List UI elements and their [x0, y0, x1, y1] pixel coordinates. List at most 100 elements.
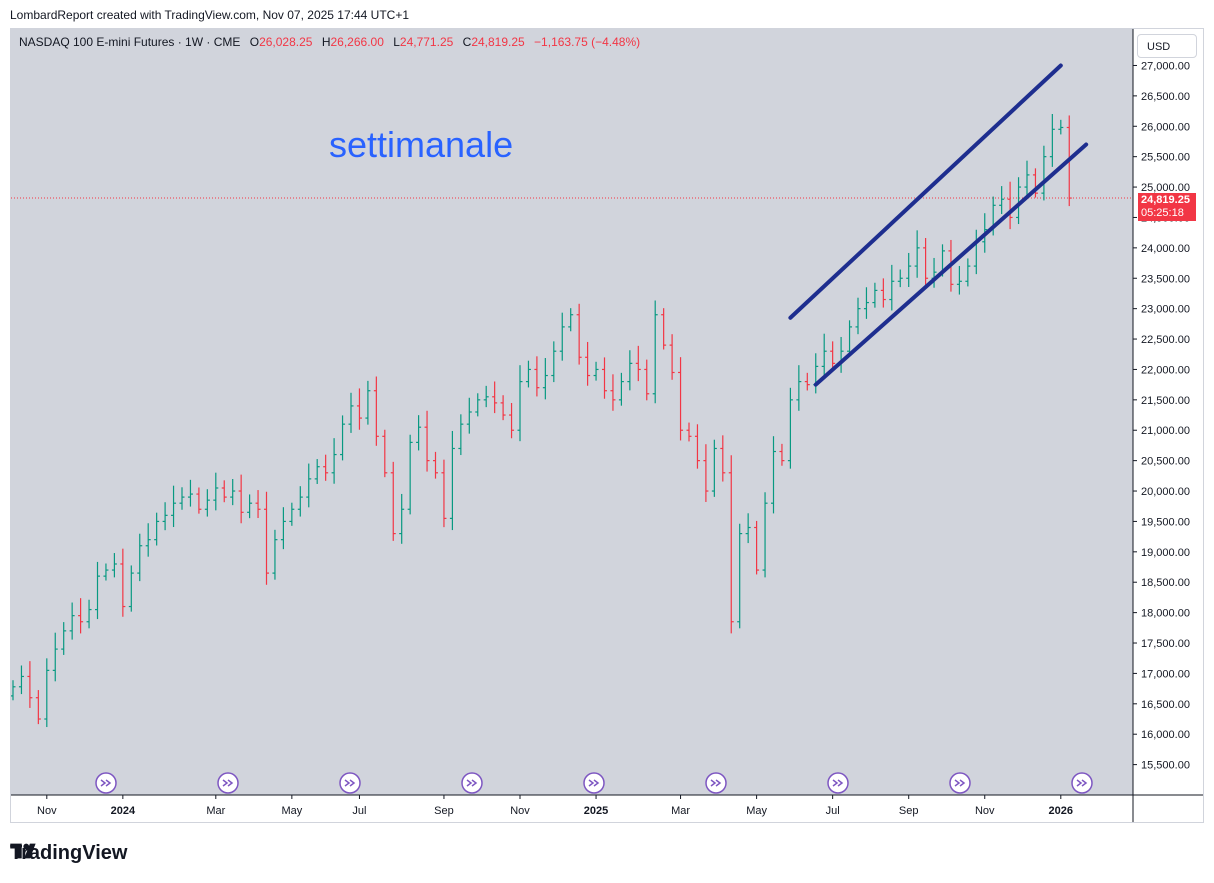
ohlc-bar[interactable]	[365, 380, 371, 425]
ohlc-bar[interactable]	[44, 658, 50, 728]
ohlc-bar[interactable]	[407, 434, 413, 515]
ohlc-bar[interactable]	[652, 300, 658, 404]
ohlc-bar[interactable]	[576, 303, 582, 365]
ohlc-bar[interactable]	[272, 529, 278, 580]
ohlc-bar[interactable]	[492, 381, 498, 414]
ohlc-bar[interactable]	[247, 494, 253, 519]
ohlc-bar[interactable]	[111, 553, 117, 578]
channel-lower-line[interactable]	[813, 142, 1089, 387]
ohlc-bar[interactable]	[1058, 119, 1064, 135]
ohlc-bar[interactable]	[796, 365, 802, 411]
event-marker-icon[interactable]	[461, 772, 483, 794]
ohlc-bar[interactable]	[669, 334, 675, 380]
ohlc-bar[interactable]	[356, 388, 362, 430]
ohlc-bar[interactable]	[720, 435, 726, 482]
event-marker-icon[interactable]	[705, 772, 727, 794]
ohlc-bar[interactable]	[323, 454, 329, 481]
ohlc-bar[interactable]	[162, 502, 168, 531]
ohlc-bar[interactable]	[128, 565, 134, 612]
tradingview-brand[interactable]: TradingView	[10, 842, 127, 865]
ohlc-bar[interactable]	[348, 392, 354, 433]
ohlc-bar[interactable]	[551, 341, 557, 383]
ohlc-bar[interactable]	[441, 459, 447, 528]
ohlc-bar[interactable]	[213, 472, 219, 511]
ohlc-bar[interactable]	[762, 492, 768, 578]
ohlc-bar[interactable]	[382, 429, 388, 478]
ohlc-bar[interactable]	[466, 397, 472, 434]
ohlc-bar[interactable]	[475, 393, 481, 417]
ohlc-bar[interactable]	[69, 602, 75, 640]
ohlc-bar[interactable]	[95, 561, 100, 620]
event-marker-icon[interactable]	[583, 772, 605, 794]
ohlc-bar[interactable]	[956, 265, 962, 295]
ohlc-bar[interactable]	[889, 264, 895, 311]
ohlc-bar[interactable]	[821, 333, 827, 379]
chart-svg[interactable]: 15,500.00 16,000.00 16,500.00 17,000.00 17,5…	[11, 29, 1204, 823]
ohlc-bar[interactable]	[1007, 181, 1013, 230]
ohlc-bar[interactable]	[568, 308, 574, 332]
ohlc-bar[interactable]	[424, 410, 430, 472]
ohlc-bar[interactable]	[204, 489, 210, 517]
ohlc-bar[interactable]	[103, 563, 109, 581]
ohlc-bar[interactable]	[754, 520, 760, 575]
ohlc-bar[interactable]	[509, 403, 515, 439]
ohlc-bar[interactable]	[433, 451, 438, 479]
ohlc-bar[interactable]	[86, 599, 92, 629]
event-marker-icon[interactable]	[1071, 772, 1093, 794]
ohlc-bar[interactable]	[280, 507, 286, 550]
ohlc-bar[interactable]	[500, 395, 506, 421]
ohlc-bar[interactable]	[179, 487, 185, 510]
ohlc-bar[interactable]	[593, 361, 599, 381]
ohlc-bar[interactable]	[399, 493, 405, 544]
ohlc-bar[interactable]	[711, 439, 717, 497]
event-marker-icon[interactable]	[339, 772, 361, 794]
ohlc-bar[interactable]	[542, 358, 548, 400]
ohlc-bar[interactable]	[238, 474, 244, 524]
ohlc-bar[interactable]	[373, 376, 379, 446]
event-marker-icon[interactable]	[95, 772, 117, 794]
ohlc-bar[interactable]	[449, 430, 455, 531]
ohlc-bar[interactable]	[525, 360, 531, 388]
ohlc-bar[interactable]	[340, 415, 346, 461]
event-marker-icon[interactable]	[827, 772, 849, 794]
ohlc-bar[interactable]	[914, 230, 920, 278]
ohlc-bar[interactable]	[880, 278, 886, 308]
event-marker-icon[interactable]	[949, 772, 971, 794]
ohlc-bar[interactable]	[289, 502, 295, 526]
ohlc-bar[interactable]	[18, 665, 24, 695]
ohlc-bar[interactable]	[678, 357, 684, 441]
ohlc-bar[interactable]	[187, 479, 193, 507]
ohlc-bar[interactable]	[703, 444, 709, 502]
ohlc-bar[interactable]	[745, 513, 751, 544]
ohlc-bar[interactable]	[52, 632, 58, 682]
ohlc-bar[interactable]	[145, 523, 151, 557]
currency-button[interactable]: USD	[1137, 34, 1197, 58]
ohlc-bar[interactable]	[855, 297, 861, 335]
ohlc-bar[interactable]	[78, 598, 84, 634]
chart-container[interactable]: 15,500.00 16,000.00 16,500.00 17,000.00 17,5…	[10, 28, 1204, 823]
ohlc-bar[interactable]	[11, 680, 16, 701]
ohlc-bar[interactable]	[458, 414, 464, 456]
ohlc-bar[interactable]	[1041, 145, 1047, 201]
ohlc-bar[interactable]	[1049, 113, 1055, 167]
ohlc-bar[interactable]	[804, 372, 810, 391]
ohlc-bar[interactable]	[120, 548, 126, 617]
ohlc-bar[interactable]	[264, 491, 269, 585]
ohlc-bar[interactable]	[863, 287, 869, 319]
ohlc-bar[interactable]	[137, 533, 143, 582]
ohlc-bar[interactable]	[1024, 160, 1030, 197]
ohlc-bar[interactable]	[154, 512, 160, 546]
ohlc-bar[interactable]	[627, 350, 633, 391]
ohlc-bar[interactable]	[196, 487, 202, 514]
ohlc-bar[interactable]	[830, 341, 836, 370]
ohlc-bar[interactable]	[559, 312, 565, 361]
ohlc-bar[interactable]	[27, 661, 33, 708]
ohlc-bar[interactable]	[635, 345, 641, 382]
ohlc-bar[interactable]	[872, 282, 878, 308]
ohlc-bar[interactable]	[923, 238, 929, 285]
ohlc-bar[interactable]	[61, 622, 67, 655]
symbol-title[interactable]: NASDAQ 100 E-mini Futures · 1W · CME	[19, 35, 241, 49]
ohlc-bar[interactable]	[534, 356, 540, 397]
ohlc-bar[interactable]	[297, 486, 303, 517]
ohlc-bar[interactable]	[771, 436, 776, 514]
